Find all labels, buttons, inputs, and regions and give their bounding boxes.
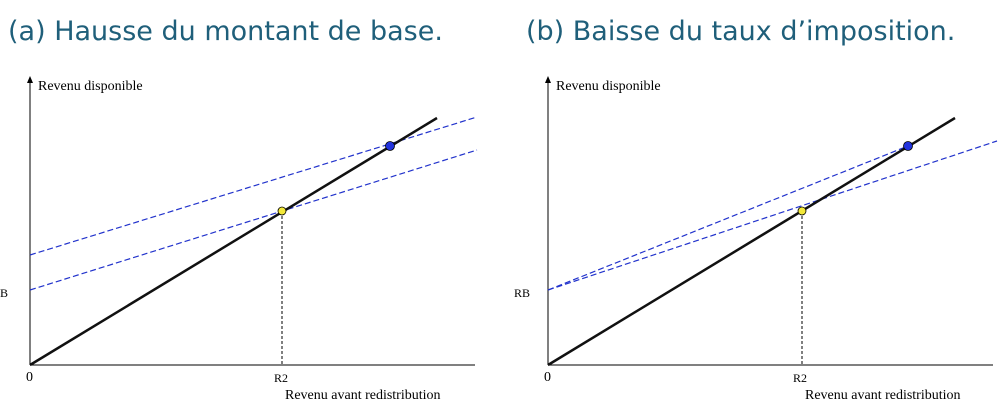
r2-label: R2 (793, 371, 807, 385)
old-line (547, 140, 998, 291)
r2-point (797, 206, 807, 216)
bisector (547, 116, 956, 367)
panel-b: (b) Baisse du taux d’imposition. Revenu … (514, 16, 998, 403)
x-label: Revenu avant redistribution (805, 388, 961, 403)
origin-label: 0 (544, 370, 551, 385)
bisector (29, 116, 438, 367)
y-label: Revenu disponible (38, 79, 143, 94)
new-line (29, 116, 478, 256)
arrow (545, 76, 551, 83)
arrow (27, 76, 33, 83)
y-label: Revenu disponible (556, 79, 661, 94)
old-line (29, 149, 478, 291)
rb-label: RB (514, 286, 530, 300)
r2-label: R2 (274, 371, 288, 385)
origin-label: 0 (26, 370, 33, 385)
new-point (385, 141, 395, 151)
panel-a: (a) Hausse du montant de base. Revenu di… (0, 16, 478, 403)
panel-title: (b) Baisse du taux d’imposition. (526, 16, 955, 47)
x-label: Revenu avant redistribution (285, 388, 441, 403)
r2-point (277, 206, 287, 216)
rb-label: RB (0, 286, 8, 300)
new-line (547, 145, 909, 291)
new-point (903, 141, 913, 151)
panel-title: (a) Hausse du montant de base. (8, 16, 443, 47)
